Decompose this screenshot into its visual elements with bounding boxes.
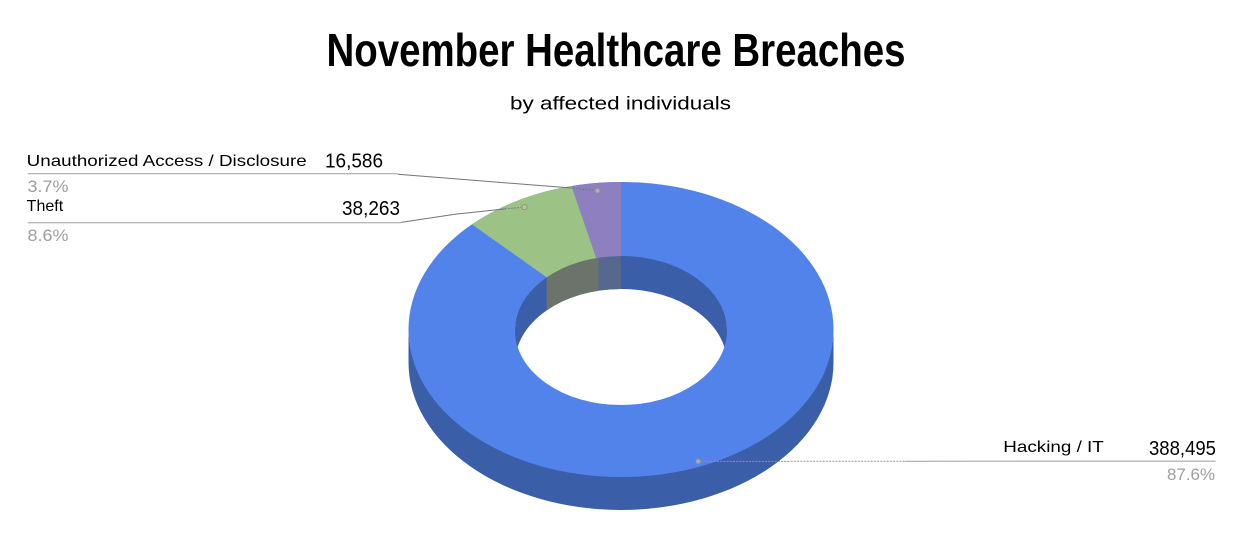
svg-text:by affected individuals: by affected individuals xyxy=(510,93,731,114)
svg-text:Hacking / IT: Hacking / IT xyxy=(1003,439,1104,456)
svg-text:87.6%: 87.6% xyxy=(1167,466,1215,484)
svg-text:3.7%: 3.7% xyxy=(28,178,69,196)
svg-text:Unauthorized Access / Disclosu: Unauthorized Access / Disclosure xyxy=(27,153,307,170)
svg-text:8.6%: 8.6% xyxy=(28,227,69,245)
svg-text:November Healthcare Breaches: November Healthcare Breaches xyxy=(327,24,906,76)
svg-text:38,263: 38,263 xyxy=(342,197,400,220)
svg-text:388,495: 388,495 xyxy=(1149,437,1216,460)
svg-text:Theft: Theft xyxy=(27,198,64,215)
svg-text:16,586: 16,586 xyxy=(325,149,383,172)
